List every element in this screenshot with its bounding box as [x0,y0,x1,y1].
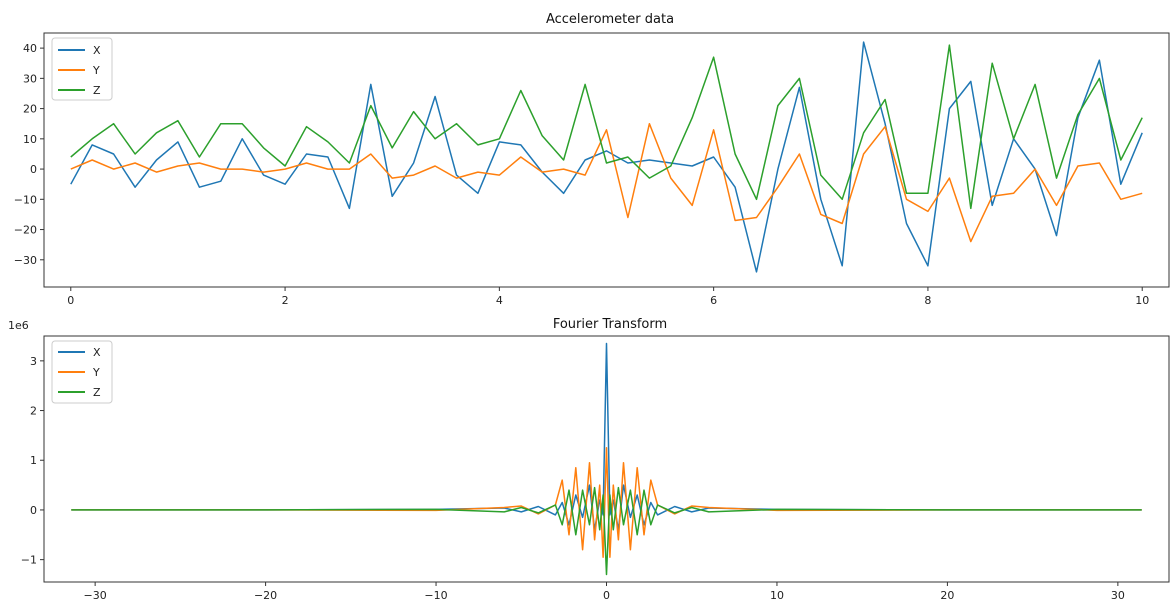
y-tick-label: 0 [30,163,37,176]
x-tick-label: 6 [710,294,717,307]
y-tick-label: −1 [21,554,37,567]
chart-title: Accelerometer data [546,12,674,27]
x-tick-label: 20 [940,589,954,602]
y-tick-label: −10 [14,193,37,206]
series-line-y [71,447,1142,558]
x-tick-label: 10 [770,589,784,602]
y-tick-label: 30 [23,72,37,85]
y-tick-label: 20 [23,103,37,116]
x-tick-label: 2 [282,294,289,307]
y-tick-label: 40 [23,42,37,55]
legend: X Y Z [51,340,113,404]
y-axis: −30 −20 −10 0 10 20 30 40 [14,42,44,267]
series-lines [70,41,1143,273]
x-tick-label: 0 [603,589,610,602]
legend: X Y Z [51,37,113,101]
x-tick-label: −30 [84,589,107,602]
plot-area-frame [43,32,1170,288]
x-tick-label: 0 [67,294,74,307]
y-tick-label: −30 [14,254,37,267]
legend-label-z: Z [93,84,101,97]
x-axis: 0 2 4 6 8 10 [67,287,1149,307]
accelerometer-chart: Accelerometer data −30 −20 −10 0 10 20 30 40 0 2… [14,12,1170,307]
legend-label-x: X [93,346,101,359]
series-lines [71,342,1142,576]
x-tick-label: 8 [924,294,931,307]
series-line-z [70,44,1143,210]
legend-label-y: Y [92,64,100,77]
y-tick-label: 10 [23,133,37,146]
chart-title: Fourier Transform [553,317,667,332]
legend-label-y: Y [92,366,100,379]
x-tick-label: 4 [496,294,503,307]
series-line-x [70,41,1143,273]
x-tick-label: −10 [424,589,447,602]
x-axis: −30 −20 −10 0 10 20 30 [84,582,1125,602]
legend-label-z: Z [93,386,101,399]
y-tick-label: −20 [14,224,37,237]
y-axis: −1 0 1 2 3 [21,355,44,567]
y-tick-label: 1 [30,454,37,467]
y-tick-label: 0 [30,504,37,517]
series-line-y [70,122,1143,243]
y-scale-label: 1e6 [8,319,29,332]
y-tick-label: 3 [30,355,37,368]
legend-label-x: X [93,44,101,57]
series-line-z [71,486,1142,576]
y-tick-label: 2 [30,405,37,418]
x-tick-label: 30 [1111,589,1125,602]
x-tick-label: −20 [254,589,277,602]
x-tick-label: 10 [1135,294,1149,307]
series-line-x [71,342,1142,531]
